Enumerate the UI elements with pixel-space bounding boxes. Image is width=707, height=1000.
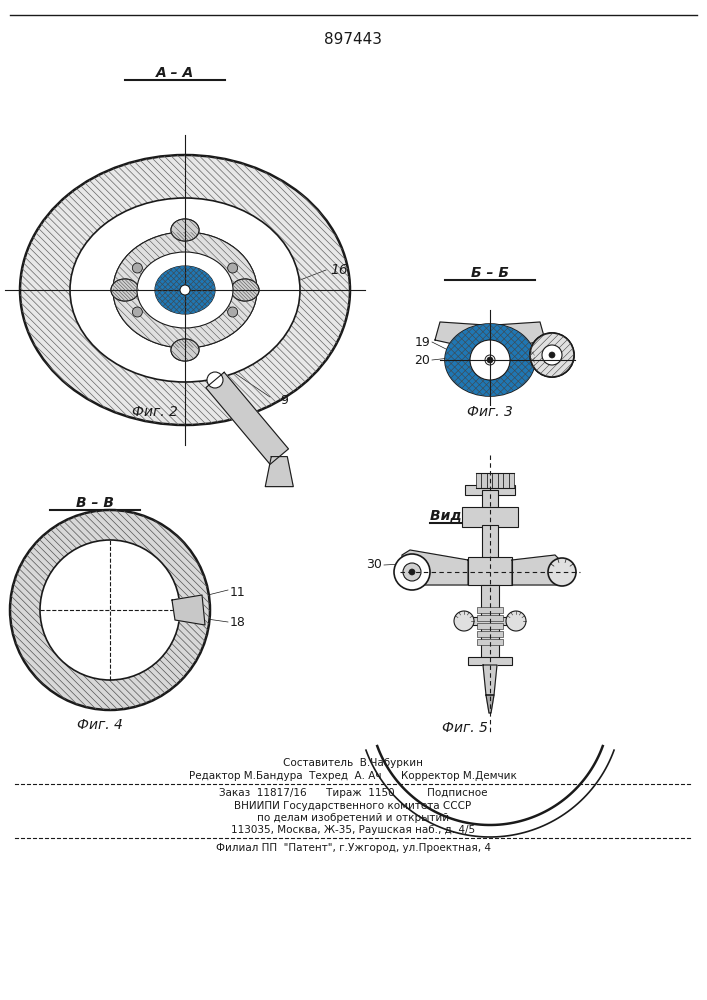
Polygon shape — [483, 665, 497, 695]
Circle shape — [530, 333, 574, 377]
Polygon shape — [435, 322, 485, 350]
Bar — [481, 585, 499, 660]
Polygon shape — [402, 550, 468, 585]
Bar — [465, 485, 515, 495]
Text: Б – Б: Б – Б — [471, 266, 509, 280]
Bar — [476, 473, 481, 488]
Text: Фиг. 2: Фиг. 2 — [132, 405, 178, 419]
Circle shape — [548, 558, 576, 586]
Circle shape — [40, 540, 180, 680]
Bar — [498, 473, 503, 488]
Text: по делам изобретений и открытий: по делам изобретений и открытий — [257, 813, 449, 823]
Circle shape — [394, 554, 430, 590]
Text: 20: 20 — [414, 354, 430, 366]
Text: 9: 9 — [280, 393, 288, 406]
Text: Редактор М.Бандура  Техред  А. Ач      Корректор М.Демчик: Редактор М.Бандура Техред А. Ач Корректо… — [189, 771, 517, 781]
Ellipse shape — [155, 266, 215, 314]
Circle shape — [485, 355, 495, 365]
Bar — [477, 639, 503, 645]
Text: 897443: 897443 — [324, 32, 382, 47]
Bar — [503, 473, 508, 488]
Polygon shape — [172, 595, 205, 625]
Text: 30: 30 — [366, 558, 382, 572]
Text: 16: 16 — [330, 263, 348, 277]
Bar — [477, 607, 503, 613]
Text: А – А: А – А — [156, 66, 194, 80]
Circle shape — [132, 263, 142, 273]
Ellipse shape — [171, 339, 199, 361]
Ellipse shape — [171, 219, 199, 241]
Circle shape — [542, 345, 562, 365]
Polygon shape — [265, 457, 293, 487]
Ellipse shape — [20, 155, 350, 425]
Ellipse shape — [171, 339, 199, 361]
Text: 19: 19 — [414, 336, 430, 349]
Ellipse shape — [445, 324, 535, 396]
Text: Фиг. 4: Фиг. 4 — [77, 718, 123, 732]
Ellipse shape — [530, 333, 574, 377]
Text: В – В: В – В — [76, 496, 114, 510]
Ellipse shape — [113, 232, 257, 348]
Circle shape — [228, 307, 238, 317]
Text: 18: 18 — [230, 615, 246, 629]
Circle shape — [228, 263, 238, 273]
Bar — [477, 631, 503, 637]
Bar — [477, 615, 503, 621]
Polygon shape — [495, 322, 545, 350]
Bar — [482, 490, 498, 510]
Ellipse shape — [137, 252, 233, 328]
Ellipse shape — [113, 232, 257, 348]
Polygon shape — [206, 372, 288, 464]
Bar — [487, 473, 492, 488]
Bar — [468, 557, 512, 585]
Text: 11: 11 — [230, 585, 246, 598]
Bar — [482, 525, 498, 560]
Ellipse shape — [171, 219, 199, 241]
Circle shape — [549, 352, 555, 358]
Bar — [481, 473, 487, 488]
Ellipse shape — [111, 279, 139, 301]
Ellipse shape — [231, 279, 259, 301]
Ellipse shape — [231, 279, 259, 301]
Circle shape — [506, 611, 526, 631]
Ellipse shape — [111, 279, 139, 301]
Text: Составитель  В.Чабуркин: Составитель В.Чабуркин — [283, 758, 423, 768]
Ellipse shape — [10, 510, 210, 710]
Polygon shape — [486, 695, 494, 713]
Text: Филиал ПП  "Патент", г.Ужгород, ул.Проектная, 4: Филиал ПП "Патент", г.Ужгород, ул.Проект… — [216, 843, 491, 853]
Bar — [468, 657, 512, 665]
Circle shape — [487, 357, 493, 363]
Ellipse shape — [70, 198, 300, 382]
Bar — [460, 617, 520, 625]
Polygon shape — [512, 555, 560, 585]
Bar — [492, 473, 498, 488]
Text: Фиг. 3: Фиг. 3 — [467, 405, 513, 419]
Text: Фиг. 5: Фиг. 5 — [442, 721, 488, 735]
Ellipse shape — [155, 266, 215, 314]
Text: Заказ  11817/16      Тираж  1150          Подписное: Заказ 11817/16 Тираж 1150 Подписное — [218, 788, 487, 798]
Bar — [508, 473, 514, 488]
Circle shape — [470, 340, 510, 380]
Bar — [462, 507, 518, 527]
Text: ВНИИПИ Государственного комитета СССР: ВНИИПИ Государственного комитета СССР — [235, 801, 472, 811]
Ellipse shape — [445, 324, 535, 396]
Circle shape — [454, 611, 474, 631]
Text: 113035, Москва, Ж-35, Раушская наб., д. 4/5: 113035, Москва, Ж-35, Раушская наб., д. … — [231, 825, 475, 835]
Circle shape — [409, 569, 415, 575]
Circle shape — [180, 285, 190, 295]
Circle shape — [132, 307, 142, 317]
Text: Вид Г: Вид Г — [430, 509, 475, 523]
Circle shape — [207, 372, 223, 388]
Bar — [477, 623, 503, 629]
Circle shape — [403, 563, 421, 581]
